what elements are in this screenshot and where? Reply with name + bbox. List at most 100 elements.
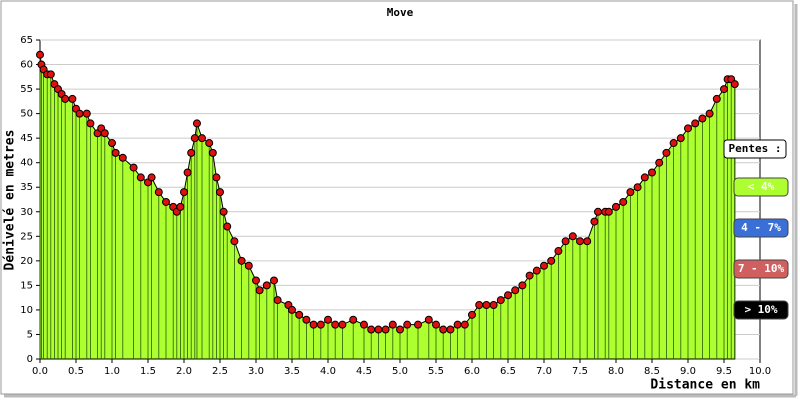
point bbox=[176, 202, 185, 211]
y-tick-label: 10 bbox=[20, 305, 33, 316]
point bbox=[730, 80, 739, 89]
legend-label: < 4% bbox=[748, 180, 775, 193]
legend-title-box bbox=[723, 139, 787, 159]
point bbox=[82, 109, 91, 118]
x-tick-label: 1.0 bbox=[104, 366, 120, 377]
point bbox=[655, 158, 664, 167]
point bbox=[496, 296, 505, 305]
y-tick-label: 0 bbox=[27, 354, 33, 365]
point bbox=[705, 109, 714, 118]
point bbox=[162, 197, 170, 206]
point bbox=[489, 301, 498, 310]
point bbox=[640, 173, 649, 182]
legend-swatch bbox=[733, 259, 789, 279]
point bbox=[68, 94, 77, 103]
legend-label: > 10% bbox=[744, 303, 777, 316]
legend-swatch bbox=[733, 218, 789, 238]
point bbox=[187, 148, 196, 157]
legend-label: 7 - 10% bbox=[738, 262, 785, 275]
point bbox=[547, 256, 556, 265]
x-tick-label: 9.5 bbox=[716, 366, 732, 377]
point bbox=[583, 237, 592, 246]
point bbox=[691, 119, 700, 128]
point bbox=[129, 163, 138, 172]
y-axis-label: Dénivelé en metres bbox=[3, 130, 18, 271]
point bbox=[619, 197, 628, 206]
x-tick-label: 6.0 bbox=[464, 366, 480, 377]
y-tick-label: 55 bbox=[20, 84, 33, 95]
point bbox=[482, 301, 491, 310]
x-tick-label: 2.5 bbox=[212, 366, 228, 377]
x-tick-label: 4.0 bbox=[320, 366, 336, 377]
point bbox=[669, 139, 678, 148]
point bbox=[511, 286, 520, 295]
y-tick-label: 20 bbox=[20, 256, 33, 267]
y-tick-label: 45 bbox=[20, 133, 33, 144]
point bbox=[633, 183, 642, 192]
point bbox=[367, 325, 376, 334]
point bbox=[118, 153, 127, 162]
point bbox=[453, 320, 462, 329]
point bbox=[594, 207, 602, 216]
point bbox=[554, 247, 563, 256]
point bbox=[147, 173, 156, 182]
point bbox=[360, 320, 368, 329]
point bbox=[100, 129, 109, 138]
point bbox=[720, 85, 728, 94]
point bbox=[223, 222, 232, 231]
point bbox=[252, 276, 260, 285]
point bbox=[36, 50, 44, 59]
point bbox=[396, 325, 404, 334]
point bbox=[439, 325, 448, 334]
point bbox=[331, 320, 340, 329]
point bbox=[612, 202, 620, 211]
point bbox=[192, 119, 201, 128]
point bbox=[568, 232, 577, 241]
point bbox=[208, 148, 217, 157]
x-tick-label: 3.0 bbox=[248, 366, 264, 377]
point bbox=[525, 271, 534, 280]
point bbox=[302, 315, 311, 324]
y-tick-label: 35 bbox=[20, 182, 33, 193]
point bbox=[295, 310, 304, 319]
point bbox=[273, 296, 282, 305]
point bbox=[626, 188, 635, 197]
point bbox=[676, 134, 685, 143]
point bbox=[237, 256, 246, 265]
point bbox=[75, 109, 84, 118]
point bbox=[309, 320, 318, 329]
point bbox=[518, 281, 527, 290]
point bbox=[403, 320, 412, 329]
point bbox=[205, 139, 214, 148]
y-tick-label: 60 bbox=[20, 60, 33, 71]
point bbox=[270, 276, 278, 285]
x-tick-label: 6.5 bbox=[500, 366, 516, 377]
point bbox=[604, 207, 613, 216]
point bbox=[190, 134, 199, 143]
point bbox=[698, 114, 707, 123]
x-tick-label: 0.5 bbox=[68, 366, 84, 377]
x-tick-label: 4.5 bbox=[356, 366, 372, 377]
point bbox=[338, 320, 347, 329]
point bbox=[374, 325, 383, 334]
legend-swatch bbox=[733, 300, 789, 320]
point bbox=[684, 124, 692, 133]
point bbox=[576, 237, 584, 246]
x-tick-label: 1.5 bbox=[140, 366, 156, 377]
point bbox=[244, 261, 253, 270]
point bbox=[324, 315, 332, 324]
point bbox=[504, 291, 512, 300]
x-tick-label: 10.0 bbox=[749, 366, 771, 377]
x-tick-label: 7.0 bbox=[536, 366, 552, 377]
point bbox=[381, 325, 390, 334]
point bbox=[590, 217, 599, 226]
point bbox=[180, 188, 188, 197]
x-tick-label: 8.5 bbox=[644, 366, 660, 377]
point bbox=[111, 148, 120, 157]
legend-swatch bbox=[733, 177, 789, 197]
point bbox=[46, 70, 55, 79]
point bbox=[446, 325, 455, 334]
point bbox=[662, 148, 671, 157]
point bbox=[460, 320, 469, 329]
